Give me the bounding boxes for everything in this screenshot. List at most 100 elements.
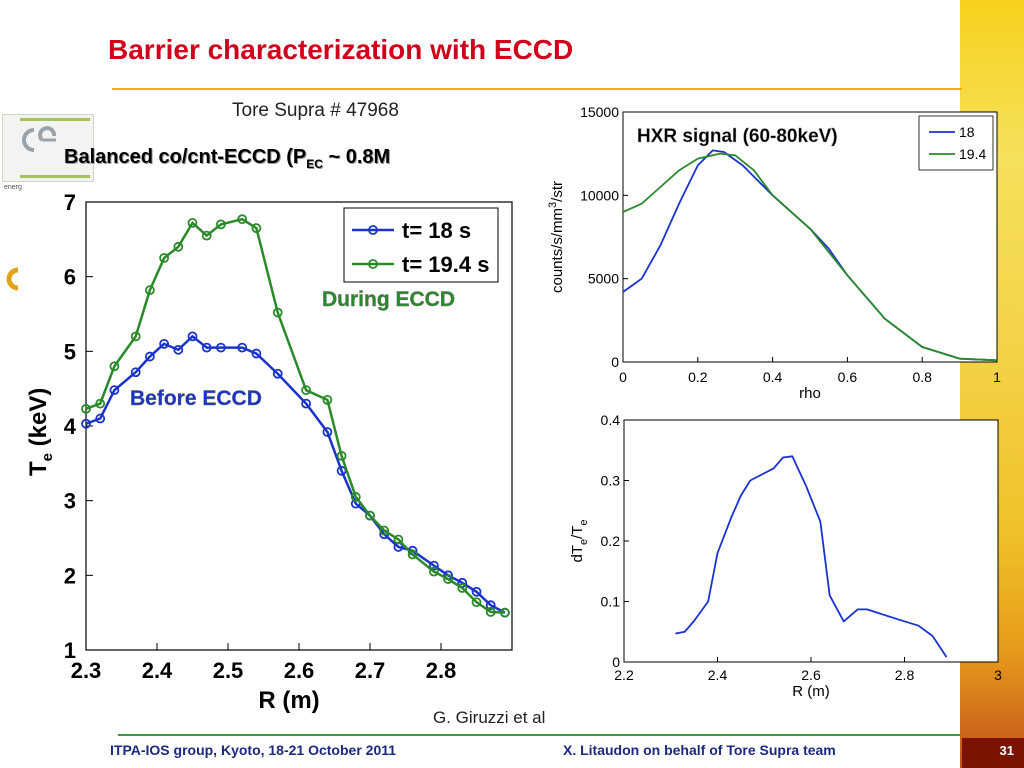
legend-label: 19.4 (959, 146, 986, 162)
y-tick-label: 0.3 (601, 473, 621, 489)
data-point (322, 394, 333, 405)
data-point (272, 307, 283, 318)
data-point (251, 348, 262, 359)
data-point (251, 223, 262, 234)
data-point (485, 600, 496, 611)
data-point (428, 566, 439, 577)
logo-bar (20, 118, 90, 121)
data-point (109, 385, 120, 396)
data-point (95, 413, 106, 424)
data-point (173, 344, 184, 355)
data-point (237, 342, 248, 353)
data-point (272, 368, 283, 379)
data-point (336, 450, 347, 461)
legend-marker (368, 225, 378, 235)
data-point (109, 361, 120, 372)
legend-box (918, 115, 994, 171)
data-point (130, 367, 141, 378)
data-point (159, 338, 170, 349)
data-point (365, 510, 375, 521)
y-tick-label: 1 (64, 638, 76, 663)
annotation-before-eccd: Before ECCD (130, 387, 262, 410)
data-point (187, 218, 198, 228)
hxr-chart: 0 0.2 0.4 0.6 0.8 1 0 5000 10000 15000 rho counts/s… (547, 104, 1001, 402)
data-point (322, 427, 333, 437)
page-number: 31 (999, 743, 1014, 758)
data-point (201, 342, 212, 353)
footer-event: ITPA-IOS group, Kyoto, 18-21 October 201… (110, 742, 397, 758)
footer-author: X. Litaudon on behalf of Tore Supra team (563, 742, 836, 758)
y-axis-label: Te (keV) (25, 388, 56, 476)
data-point (393, 534, 404, 545)
y-tick-label: 0.1 (601, 594, 621, 610)
x-axis-label: R (m) (258, 687, 319, 714)
x-tick-label: 2.8 (895, 667, 915, 683)
x-tick-label: 2.4 (142, 658, 173, 683)
data-point (215, 342, 226, 353)
data-point (237, 214, 248, 225)
data-point (144, 351, 155, 362)
x-tick-label: 2.2 (614, 667, 634, 683)
data-point (471, 597, 482, 608)
series-line-1 (675, 455, 948, 658)
y-tick-label: 2 (64, 563, 76, 588)
legend-marker (368, 259, 378, 269)
x-tick-label: 2.4 (708, 667, 728, 683)
y-tick-label: 3 (64, 489, 76, 514)
y-axis-label: counts/s/mm3/str (547, 181, 566, 293)
x-tick-label: 3 (994, 667, 1002, 683)
y-tick-label: 4 (64, 414, 77, 439)
y-tick-label: 7 (64, 190, 76, 215)
data-point (215, 219, 226, 230)
slide-title: Barrier characterization with ECCD (108, 34, 574, 65)
partner-logo-mark (6, 267, 19, 291)
experiment-label: Tore Supra # 47968 (232, 100, 399, 121)
cea-logo-mark (22, 126, 57, 152)
series-line-2 (85, 217, 505, 614)
data-point (485, 607, 496, 617)
title-divider (112, 88, 962, 90)
data-point (187, 331, 198, 342)
legend-box (343, 207, 499, 283)
logo-bar (20, 175, 90, 178)
data-point (407, 549, 418, 560)
te-profile-chart: 2.3 2.4 2.5 2.6 2.7 2.8 1 2 3 4 5 6 7 R (m) Te (keV) t=… (25, 190, 513, 714)
series-line-1 (85, 334, 506, 614)
subtitle-tail: ~ 0.8M (322, 146, 391, 168)
annotation-during-eccd: During ECCD (322, 288, 455, 311)
slide-number: 31 (962, 738, 1024, 768)
data-point (379, 525, 390, 536)
cea-logo (2, 114, 94, 182)
y-tick-label: 0 (612, 654, 620, 670)
credit: G. Giruzzi et al (433, 708, 546, 727)
chart-title: HXR signal (60-80keV) (637, 126, 838, 147)
x-tick-label: 0.2 (688, 369, 708, 385)
x-axis-label: rho (799, 385, 821, 402)
x-tick-label: 2.3 (71, 658, 102, 683)
x-tick-label: 0 (619, 369, 627, 385)
x-tick-label: 1 (993, 369, 1001, 385)
data-point (301, 385, 312, 396)
y-axis-label: dTe/Te (569, 519, 590, 562)
data-point (443, 574, 454, 584)
data-point (201, 230, 212, 241)
x-tick-label: 2.7 (355, 658, 386, 683)
data-point (159, 253, 170, 263)
y-tick-label: 6 (64, 265, 76, 290)
dte-chart: 2.2 2.4 2.6 2.8 3 0 0.1 0.2 0.3 0.4 R (m) dTe/Te (569, 412, 1002, 700)
data-point (471, 586, 482, 597)
logo-caption: energ (4, 184, 22, 191)
legend-label: 18 (959, 124, 975, 140)
x-axis-label: R (m) (792, 683, 830, 700)
y-tick-label: 5 (64, 339, 76, 364)
legend-label: t= 19.4 s (402, 252, 489, 277)
x-tick-label: 2.6 (284, 658, 315, 683)
data-point (81, 403, 91, 414)
data-point (499, 607, 510, 618)
x-tick-label: 0.6 (838, 369, 858, 385)
y-tick-label: 0.2 (601, 533, 621, 549)
data-point (350, 492, 361, 502)
x-tick-label: 2.5 (213, 658, 244, 683)
subtitle-main: Balanced co/cnt-ECCD (P (64, 146, 307, 168)
data-point (301, 398, 312, 409)
